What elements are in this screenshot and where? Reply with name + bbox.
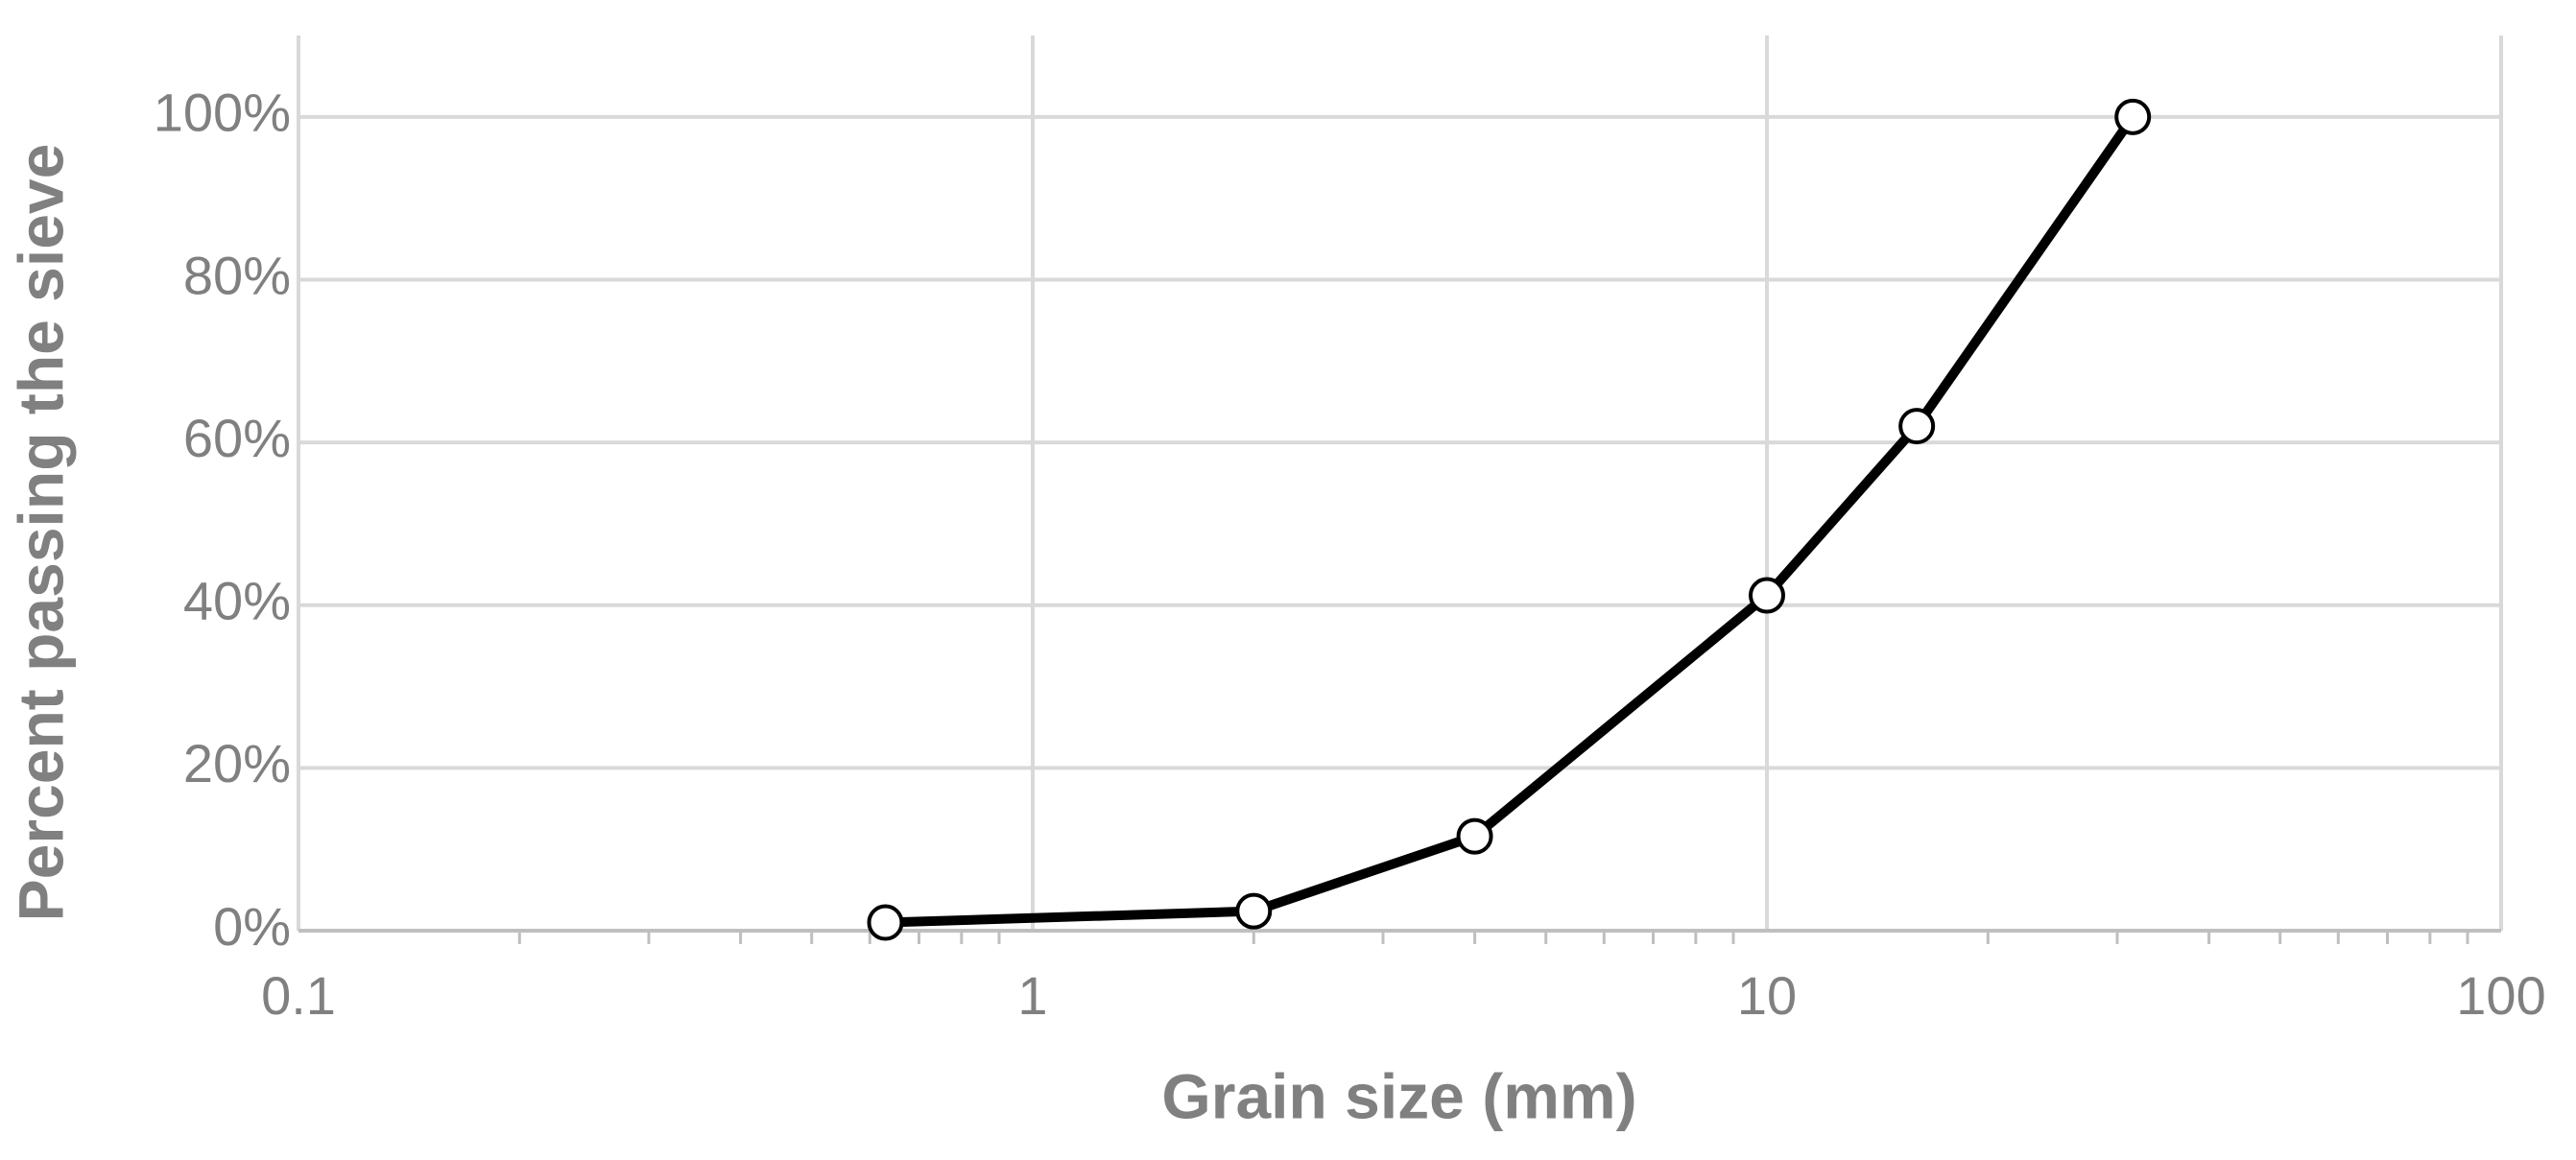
y-tick-label: 60%	[183, 408, 291, 468]
data-point	[2114, 98, 2152, 135]
x-tick-label: 10	[1737, 965, 1797, 1026]
data-point	[1456, 817, 1493, 855]
data-point	[1749, 577, 1785, 614]
y-tick-label: 40%	[183, 571, 291, 631]
x-axis-title: Grain size (mm)	[1161, 1060, 1636, 1131]
x-tick-label: 0.1	[261, 965, 336, 1026]
x-tick-label: 1	[1017, 965, 1047, 1026]
y-tick-label: 80%	[183, 245, 291, 305]
y-tick-label: 100%	[154, 83, 291, 143]
x-tick-label: 100	[2456, 965, 2545, 1026]
y-tick-label: 0%	[213, 896, 291, 957]
y-axis-title: Percent passing the sieve	[5, 144, 76, 922]
data-point	[867, 904, 904, 941]
data-point	[1235, 892, 1273, 930]
y-tick-label: 20%	[183, 733, 291, 793]
data-line	[885, 113, 2137, 928]
data-point	[1898, 408, 1936, 445]
